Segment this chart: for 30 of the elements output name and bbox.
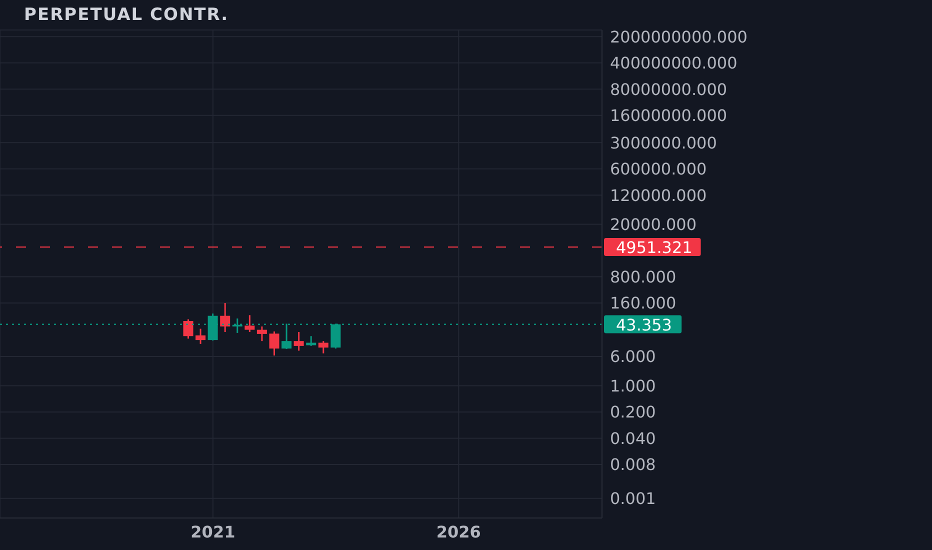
candlestick: [269, 330, 280, 356]
y-tick-label: 0.040: [610, 428, 656, 448]
y-tick-label: 800.000: [610, 267, 676, 286]
candlestick: [220, 302, 230, 333]
y-tick-label: 600000.000: [610, 160, 707, 179]
y-tick-label: 80000000.000: [610, 80, 728, 99]
candlestick: [244, 314, 255, 333]
y-tick-label: 0.008: [610, 455, 656, 474]
y-tick-label: 0.001: [610, 489, 656, 508]
candlestick: [196, 328, 206, 345]
x-tick-label: 2026: [436, 522, 481, 542]
y-tick-label: 1.000: [610, 376, 656, 396]
y-tick-label: 0.200: [610, 402, 656, 422]
chart-title: PERPETUAL CONTR.: [24, 5, 229, 25]
y-tick-label: 2000000000.000: [610, 27, 748, 46]
candlestick: [306, 335, 316, 347]
ref-line-label: 4951.321: [616, 238, 692, 258]
y-tick-label: 400000000.000: [610, 54, 738, 73]
y-tick-label: 160.000: [610, 294, 676, 313]
candlestick: [183, 318, 194, 340]
candlestick: [294, 331, 304, 352]
y-tick-label: 120000.000: [610, 186, 707, 205]
candlestick: [318, 340, 328, 354]
ref-line-label: 43.353: [616, 315, 672, 334]
y-tick-label: 16000000.000: [610, 106, 728, 126]
x-tick-label: 2021: [190, 522, 236, 542]
y-tick-label: 20000.000: [610, 214, 697, 234]
candlestick: [256, 326, 267, 342]
y-tick-label: 3000000.000: [610, 133, 717, 152]
y-tick-label: 6.000: [610, 347, 656, 366]
